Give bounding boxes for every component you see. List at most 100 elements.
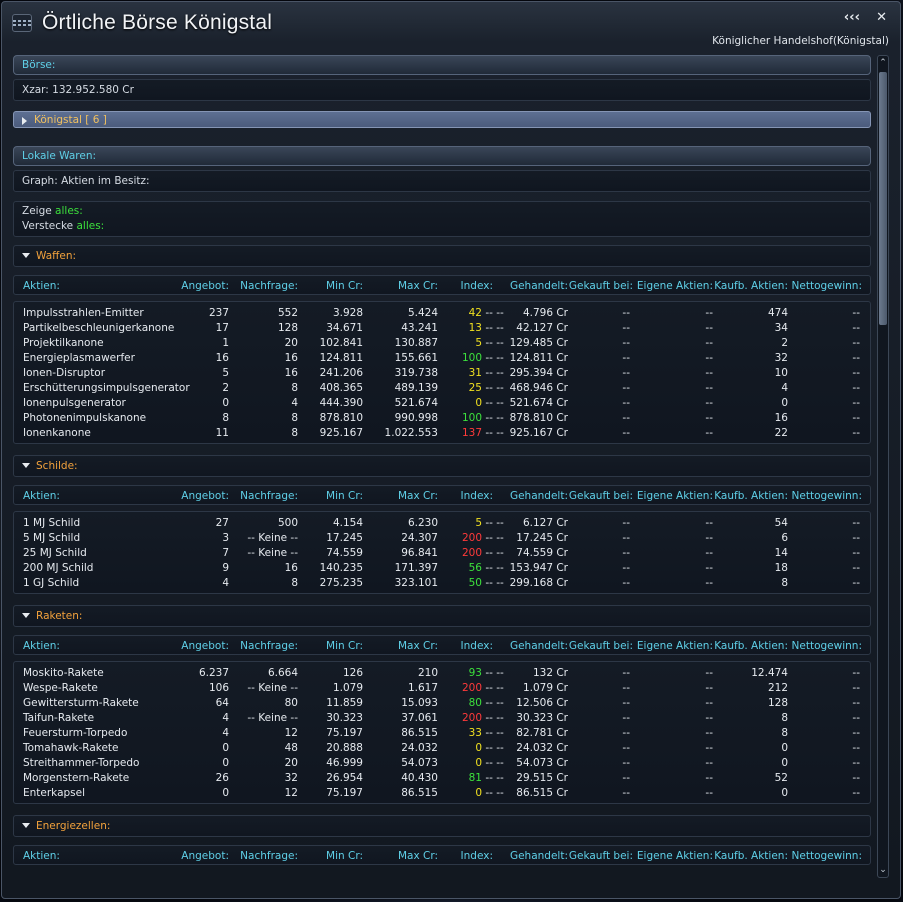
filter-hide-value[interactable]: alles: <box>76 220 105 232</box>
filter-hide[interactable]: Verstecke alles: <box>22 219 870 234</box>
column-header[interactable]: Index: <box>460 490 493 502</box>
column-header[interactable]: Gehandelt: <box>509 640 568 652</box>
column-header[interactable]: Aktien: <box>23 640 60 652</box>
table-row[interactable]: Enterkapsel 0 12 75.197 86.515 0 -- -- 86.515 … <box>14 786 870 801</box>
column-header[interactable]: Eigene Aktien: <box>636 280 713 292</box>
column-header[interactable]: Max Cr: <box>397 640 438 652</box>
table-row[interactable]: 1 MJ Schild 27 500 4.154 6.230 5 -- -- 6.127 C… <box>14 516 870 531</box>
column-header[interactable]: Eigene Aktien: <box>636 640 713 652</box>
column-header[interactable]: Max Cr: <box>397 280 438 292</box>
column-header[interactable]: Nachfrage: <box>240 640 298 652</box>
exchange-list[interactable]: Börse: Xzar: 132.952.580 Cr Königstal [ … <box>13 55 871 878</box>
table-row[interactable]: Morgenstern-Rakete 26 32 26.954 40.430 81 -- … <box>14 771 870 786</box>
index-cell: 56 -- -- <box>461 561 504 576</box>
column-header[interactable]: Nettogewinn: <box>791 280 862 292</box>
table-cell: 0 <box>781 787 788 799</box>
column-header[interactable]: Min Cr: <box>326 490 363 502</box>
collapse-arrow-icon[interactable] <box>22 823 30 828</box>
section-header[interactable]: Raketen: <box>13 605 871 627</box>
column-header[interactable]: Gehandelt: <box>509 490 568 502</box>
table-row[interactable]: Ionen-Disruptor 5 16 241.206 319.738 31 -- --… <box>14 366 870 381</box>
column-header[interactable]: Nettogewinn: <box>791 850 862 862</box>
column-header[interactable]: Gehandelt: <box>509 280 568 292</box>
column-header[interactable]: Index: <box>460 280 493 292</box>
column-header[interactable]: Index: <box>460 640 493 652</box>
table-row[interactable]: Taifun-Rakete 4 -- Keine -- 30.323 37.061 200… <box>14 711 870 726</box>
column-header[interactable]: Aktien: <box>23 490 60 502</box>
collapse-arrow-icon[interactable] <box>22 463 30 468</box>
table-row[interactable]: Feuersturm-Torpedo 4 12 75.197 86.515 33 -- -… <box>14 726 870 741</box>
table-row[interactable]: Wespe-Rakete 106 -- Keine -- 1.079 1.617 200 … <box>14 681 870 696</box>
column-header[interactable]: Nachfrage: <box>240 490 298 502</box>
table-row[interactable]: Photonenimpulskanone 8 8 878.810 990.998 100 … <box>14 411 870 426</box>
column-header[interactable]: Nachfrage: <box>240 850 298 862</box>
table-row[interactable]: Ionenpulsgenerator 0 4 444.390 521.674 0 -- -… <box>14 396 870 411</box>
column-header[interactable]: Kaufb. Aktien: <box>714 640 788 652</box>
ware-name: Gewittersturm-Rakete <box>23 697 139 709</box>
column-header[interactable]: Nettogewinn: <box>791 490 862 502</box>
table-row[interactable]: Streithammer-Torpedo 0 20 46.999 54.073 0 -- … <box>14 756 870 771</box>
table-row[interactable]: 25 MJ Schild 7 -- Keine -- 74.559 96.841 200 … <box>14 546 870 561</box>
column-header[interactable]: Kaufb. Aktien: <box>714 850 788 862</box>
column-header[interactable]: Max Cr: <box>397 850 438 862</box>
filter-show-value[interactable]: alles: <box>55 205 83 217</box>
column-header[interactable]: Min Cr: <box>326 640 363 652</box>
filter-show[interactable]: Zeige alles: <box>22 204 870 219</box>
scroll-down-icon[interactable]: ⌄ <box>879 865 887 875</box>
table-cell: 241.206 <box>319 367 363 379</box>
column-header[interactable]: Angebot: <box>181 850 229 862</box>
table-row[interactable]: 5 MJ Schild 3 -- Keine -- 17.245 24.307 200 -… <box>14 531 870 546</box>
column-header[interactable]: Aktien: <box>23 850 60 862</box>
column-header[interactable]: Index: <box>460 850 493 862</box>
column-header[interactable]: Gekauft bei: <box>568 490 633 502</box>
column-header[interactable]: Gekauft bei: <box>568 280 633 292</box>
column-header[interactable]: Eigene Aktien: <box>636 850 713 862</box>
scroll-thumb[interactable] <box>879 72 887 325</box>
collapse-icon[interactable]: ‹‹‹ <box>843 10 860 25</box>
lokale-waren-header[interactable]: Lokale Waren: <box>13 146 871 166</box>
table-cell: -- <box>705 367 713 379</box>
table-row[interactable]: Partikelbeschleunigerkanone 17 128 34.671 43… <box>14 321 870 336</box>
column-header[interactable]: Max Cr: <box>397 490 438 502</box>
column-header[interactable]: Nettogewinn: <box>791 640 862 652</box>
boerse-header[interactable]: Börse: <box>13 55 871 75</box>
vertical-scrollbar[interactable]: ⌃ ⌄ <box>877 55 889 878</box>
location-row[interactable]: Königstal [ 6 ] <box>13 111 871 128</box>
column-header[interactable]: Min Cr: <box>326 280 363 292</box>
table-row[interactable]: 1 GJ Schild 4 8 275.235 323.101 50 -- -- 299.1… <box>14 576 870 591</box>
table-row[interactable]: Ionenkanone 11 8 925.167 1.022.553 137 -- -- 9… <box>14 426 870 441</box>
table-row[interactable]: Impulsstrahlen-Emitter 237 552 3.928 5.424 42… <box>14 306 870 321</box>
column-header[interactable]: Angebot: <box>181 280 229 292</box>
section-header[interactable]: Schilde: <box>13 455 871 477</box>
expand-arrow-icon[interactable] <box>22 117 27 125</box>
menu-grid-icon[interactable] <box>12 14 32 32</box>
column-header[interactable]: Gekauft bei: <box>568 850 633 862</box>
table-row[interactable]: Projektilkanone 1 20 102.841 130.887 5 -- -- 1… <box>14 336 870 351</box>
column-header[interactable]: Aktien: <box>23 280 60 292</box>
column-header[interactable]: Kaufb. Aktien: <box>714 490 788 502</box>
table-row[interactable]: Erschütterungsimpulsgenerator 2 8 408.365 48… <box>14 381 870 396</box>
column-header[interactable]: Angebot: <box>181 640 229 652</box>
table-cell: -- <box>705 742 713 754</box>
ware-name: Photonenimpulskanone <box>23 412 147 424</box>
section-header[interactable]: Energiezellen: <box>13 815 871 837</box>
section-header[interactable]: Waffen: <box>13 245 871 267</box>
table-row[interactable]: Gewittersturm-Rakete 64 80 11.859 15.093 80 -… <box>14 696 870 711</box>
column-header[interactable]: Nachfrage: <box>240 280 298 292</box>
graph-row[interactable]: Graph: Aktien im Besitz: <box>13 170 871 192</box>
scroll-up-icon[interactable]: ⌃ <box>879 58 887 68</box>
table-row[interactable]: 200 MJ Schild 9 16 140.235 171.397 56 -- -- 15… <box>14 561 870 576</box>
collapse-arrow-icon[interactable] <box>22 613 30 618</box>
column-header[interactable]: Eigene Aktien: <box>636 490 713 502</box>
column-header[interactable]: Gehandelt: <box>509 850 568 862</box>
column-header[interactable]: Kaufb. Aktien: <box>714 280 788 292</box>
collapse-arrow-icon[interactable] <box>22 253 30 258</box>
column-header[interactable]: Min Cr: <box>326 850 363 862</box>
column-header[interactable]: Gekauft bei: <box>568 640 633 652</box>
table-row[interactable]: Moskito-Rakete 6.237 6.664 126 210 93 -- -- 13… <box>14 666 870 681</box>
table-row[interactable]: Energieplasmawerfer 16 16 124.811 155.661 100… <box>14 351 870 366</box>
close-icon[interactable]: ✕ <box>876 10 887 25</box>
table-cell: 10 <box>774 367 788 379</box>
table-row[interactable]: Tomahawk-Rakete 0 48 20.888 24.032 0 -- -- 24.… <box>14 741 870 756</box>
column-header[interactable]: Angebot: <box>181 490 229 502</box>
